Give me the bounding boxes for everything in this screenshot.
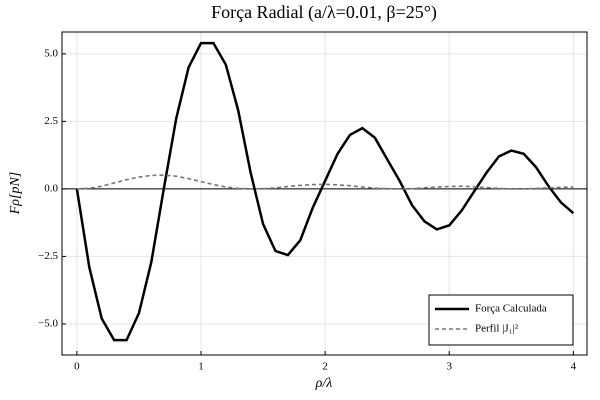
- y-axis-label: Fρ[pN]: [8, 172, 23, 216]
- x-tick-label: 0: [74, 361, 80, 373]
- x-tick-label: 3: [446, 361, 452, 373]
- y-tick-label: −2.5: [38, 250, 58, 262]
- y-tick-label: 2.5: [44, 115, 58, 127]
- series-line: [75, 41, 575, 342]
- series-line: [76, 174, 574, 190]
- chart-title: Força Radial (a/λ=0.01, β=25°): [211, 2, 437, 23]
- legend-label: Perfil |J₁|²: [475, 323, 519, 335]
- plot-frame: [61, 31, 588, 356]
- y-tick-label: 5.0: [44, 47, 58, 59]
- x-axis-label: ρ/λ: [315, 376, 333, 391]
- legend-box: [428, 294, 574, 346]
- y-tick-label: −5.0: [38, 317, 58, 329]
- x-tick-label: 1: [198, 361, 204, 373]
- legend-label: Força Calculada: [475, 303, 547, 315]
- x-tick-label: 2: [322, 361, 328, 373]
- x-tick-label: 4: [571, 361, 577, 373]
- y-tick-label: 0.0: [44, 182, 58, 194]
